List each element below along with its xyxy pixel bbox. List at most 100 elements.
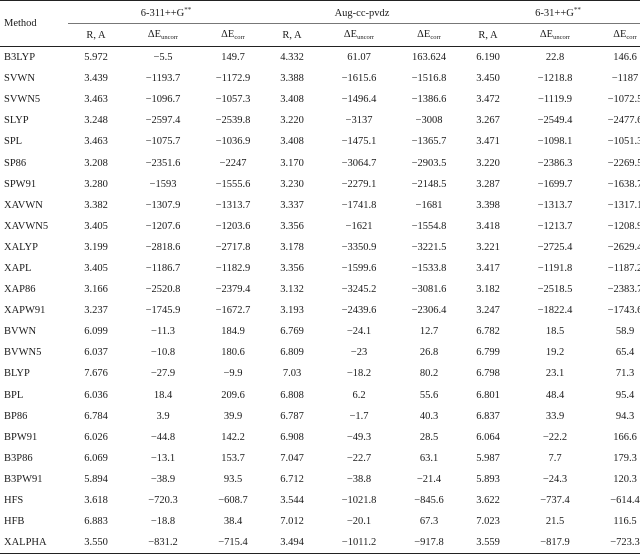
corr-subscript: corr (430, 34, 441, 41)
r-cell: 3.494 (264, 532, 320, 554)
delta-e-uncorr-cell: −2386.3 (537, 157, 573, 169)
delta-e-corr-cell: 71.3 (615, 368, 635, 380)
delta-e-corr-cell: 209.6 (221, 389, 245, 401)
delta-e-corr-cell: 40.3 (419, 410, 439, 422)
delta-e-corr-cell: −1051.3 (607, 136, 640, 148)
method-column-header: Method (0, 0, 68, 47)
delta-e-uncorr-cell: −1213.7 (537, 220, 573, 232)
r-cell: 3.463 (84, 94, 108, 106)
delta-e-corr-cell: −2477.6 (607, 115, 640, 127)
r-cell: 3.287 (476, 178, 500, 190)
delta-e-corr-cell: 163.624 (411, 52, 447, 64)
delta-e-uncorr-cell: −1075.7 (145, 136, 181, 148)
delta-e-uncorr-cell: −737.4 (540, 495, 570, 507)
r-cell: 3.248 (84, 115, 108, 127)
method-cell: XAVWN5 (4, 220, 49, 232)
delta-e-corr-cell: −917.8 (398, 532, 460, 554)
method-cell: XAVWN (4, 199, 43, 211)
delta-e-uncorr-cell: −11.3 (151, 326, 175, 338)
r-cell: 3.280 (84, 178, 108, 190)
r-cell: 6.069 (84, 452, 108, 464)
r-cell: 6.769 (280, 326, 304, 338)
table-row: B3PW91 5.894 −38.9 93.5 6.712 −38.8 −21.4 5.893… (0, 469, 640, 490)
corr-subscript: corr (234, 34, 245, 41)
delta-e-uncorr-cell: −2518.5 (537, 284, 573, 296)
method-cell: SP86 (4, 157, 27, 169)
method-cell: BPL (4, 389, 24, 401)
r-cell: 3.408 (280, 136, 304, 148)
delta-e-uncorr-cell: −1119.9 (537, 94, 573, 106)
method-cell: BPW91 (4, 431, 38, 443)
table-row: BLYP 7.676 −27.9 −9.9 7.03 −18.2 80.2 6.798 23.1… (0, 363, 640, 384)
delta-e-uncorr-cell: −13.1 (150, 452, 176, 464)
delta-e-corr-cell: 116.5 (613, 516, 637, 528)
r-cell: 3.418 (476, 220, 500, 232)
table-row: BVWN 6.099 −11.3 184.9 6.769 −24.1 12.7 6.782 18… (0, 321, 640, 342)
r-cell: 7.012 (280, 516, 304, 528)
delta-e-symbol: ΔE (343, 29, 358, 40)
basis-set-header-3: 6-31++G** (460, 0, 640, 24)
delta-e-symbol: ΔE (147, 29, 162, 40)
delta-e-corr-cell: 184.9 (221, 326, 245, 338)
delta-e-corr-cell: −715.4 (202, 532, 264, 554)
r-cell: 6.099 (84, 326, 108, 338)
delta-e-uncorr-cell: −1699.7 (537, 178, 573, 190)
table-row: HFB 6.883 −18.8 38.4 7.012 −20.1 67.3 7.023 21.5… (0, 511, 640, 532)
delta-e-uncorr-cell: −2351.6 (145, 157, 181, 169)
delta-e-uncorr-cell: −2520.8 (145, 284, 181, 296)
delta-e-corr-cell: −723.3 (594, 532, 640, 554)
method-cell: BLYP (4, 368, 30, 380)
r-cell: 7.047 (280, 452, 304, 464)
delta-e-corr-cell: −1555.6 (215, 178, 251, 190)
uncorr-subscript: uncorr (357, 34, 375, 41)
r-cell: 3.463 (84, 136, 108, 148)
table-row: XALYP 3.199 −2818.6 −2717.8 3.178 −3350.9 −322… (0, 237, 640, 258)
method-cell: HFB (4, 516, 25, 528)
method-cell: XAPW91 (4, 305, 46, 317)
delta-e-uncorr-cell: −1218.8 (537, 73, 573, 85)
delta-e-uncorr-cell: −1193.7 (145, 73, 181, 85)
delta-e-uncorr-cell: −1207.6 (145, 220, 181, 232)
delta-e-uncorr-cell: −3245.2 (341, 284, 377, 296)
delta-e-uncorr-cell: −22.2 (542, 431, 568, 443)
table-row: SLYP 3.248 −2597.4 −2539.8 3.220 −3137 −3008 3.… (0, 110, 640, 131)
r-cell: 5.972 (84, 52, 108, 64)
method-cell: XAP86 (4, 284, 36, 296)
delta-e-corr-cell: −1057.3 (215, 94, 251, 106)
delta-e-uncorr-cell: −1021.8 (341, 495, 377, 507)
delta-e-corr-cell: 153.7 (221, 452, 245, 464)
r-cell: 3.439 (84, 73, 108, 85)
delta-e-uncorr-cell: −1186.7 (145, 262, 181, 274)
delta-e-corr-column-header: ΔEcorr (202, 23, 264, 47)
delta-e-uncorr-cell: −2597.4 (145, 115, 181, 127)
delta-e-corr-cell: 55.6 (419, 389, 439, 401)
delta-e-uncorr-cell: 23.1 (545, 368, 565, 380)
delta-e-corr-cell: −1681 (415, 199, 443, 211)
delta-e-uncorr-cell: 61.07 (347, 52, 371, 64)
r-cell: 3.382 (84, 199, 108, 211)
delta-e-uncorr-cell: 48.4 (545, 389, 565, 401)
r-cell: 6.883 (84, 516, 108, 528)
delta-e-uncorr-cell: −720.3 (148, 495, 178, 507)
delta-e-uncorr-cell: −1307.9 (145, 199, 181, 211)
r-cell: 3.132 (280, 284, 304, 296)
delta-e-uncorr-cell: −3137 (345, 115, 373, 127)
method-cell: BVWN (4, 326, 37, 338)
table-body: B3LYP 5.972 −5.5 149.7 4.332 61.07 163.624 6.19… (0, 47, 640, 554)
r-cell: 3.618 (84, 495, 108, 507)
delta-e-corr-cell: −1516.8 (411, 73, 447, 85)
delta-e-corr-cell: 94.3 (615, 410, 635, 422)
table-row: B3P86 6.069 −13.1 153.7 7.047 −22.7 63.1 5.987 7… (0, 448, 640, 469)
basis-set-name: Aug-cc-pvdz (334, 7, 390, 19)
r-cell: 3.166 (84, 284, 108, 296)
method-cell: BVWN5 (4, 347, 42, 359)
r-cell: 3.622 (476, 495, 500, 507)
delta-e-uncorr-cell: 6.2 (352, 389, 366, 401)
delta-e-corr-cell: −1208.9 (607, 220, 640, 232)
delta-e-uncorr-cell: −1593 (149, 178, 177, 190)
table-row: HFS 3.618 −720.3 −608.7 3.544 −1021.8 −845.6 3.… (0, 490, 640, 511)
method-cell: SVWN5 (4, 94, 41, 106)
delta-e-uncorr-cell: 19.2 (545, 347, 565, 359)
method-cell: B3P86 (4, 452, 33, 464)
delta-e-corr-cell: 80.2 (419, 368, 439, 380)
